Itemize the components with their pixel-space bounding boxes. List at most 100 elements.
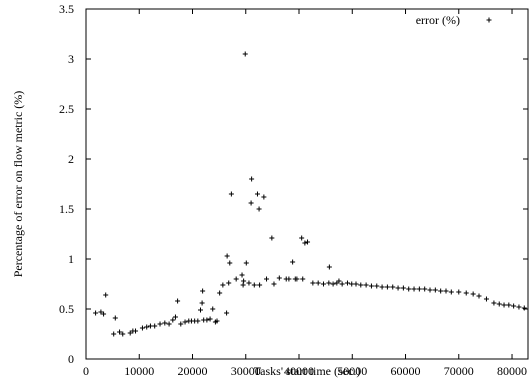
x-tick-label: 50000	[337, 364, 367, 378]
y-tick-label: 3.5	[59, 2, 74, 16]
x-tick-label: 10000	[124, 364, 154, 378]
data-point	[326, 280, 332, 286]
data-point	[98, 309, 104, 315]
data-point	[111, 331, 117, 337]
data-point	[233, 276, 239, 282]
data-point	[254, 191, 260, 197]
x-tick-label: 30000	[231, 364, 261, 378]
data-point	[242, 51, 248, 57]
data-point	[349, 281, 355, 287]
data-point	[224, 310, 230, 316]
data-point	[210, 306, 216, 312]
data-point	[249, 176, 255, 182]
data-point	[166, 321, 172, 327]
data-point	[214, 318, 220, 324]
data-point	[261, 194, 267, 200]
data-point	[117, 329, 123, 335]
data-point	[344, 280, 350, 286]
data-point	[416, 286, 422, 292]
data-point	[93, 310, 99, 316]
y-tick-label: 0.5	[59, 302, 74, 316]
data-point	[276, 275, 282, 281]
data-point	[133, 328, 139, 334]
data-point	[226, 280, 232, 286]
data-point	[363, 282, 369, 288]
data-point	[239, 272, 245, 278]
x-axis-title: Tasks' start time (sec.)	[254, 364, 361, 378]
data-point	[199, 300, 205, 306]
data-point	[353, 281, 359, 287]
data-point	[470, 291, 476, 297]
data-point	[246, 280, 252, 286]
data-point	[227, 260, 233, 266]
data-point	[384, 284, 390, 290]
data-point	[240, 282, 246, 288]
data-point	[521, 305, 527, 311]
y-tick-label: 2.5	[59, 102, 74, 116]
data-point	[400, 285, 406, 291]
data-point	[144, 324, 150, 330]
data-point	[336, 278, 342, 284]
data-point	[379, 284, 385, 290]
data-point	[374, 283, 380, 289]
legend-marker-plus	[486, 17, 492, 23]
data-point	[491, 300, 497, 306]
data-point	[506, 302, 512, 308]
data-point	[182, 319, 188, 325]
data-point	[406, 286, 412, 292]
data-point	[443, 288, 449, 294]
data-point	[358, 282, 364, 288]
data-point	[516, 304, 522, 310]
data-points	[93, 51, 527, 337]
data-point	[157, 321, 163, 327]
data-point	[411, 286, 417, 292]
data-point	[256, 206, 262, 212]
data-point	[269, 235, 275, 241]
y-tick-label: 1.5	[59, 202, 74, 216]
data-point	[112, 315, 118, 321]
data-point	[390, 284, 396, 290]
data-point	[127, 330, 133, 336]
data-point	[139, 325, 145, 331]
data-point	[330, 281, 336, 287]
legend-marker	[486, 17, 492, 23]
data-point	[220, 282, 226, 288]
data-point	[294, 276, 300, 282]
data-point	[395, 285, 401, 291]
data-point	[147, 323, 153, 329]
data-point	[476, 293, 482, 299]
data-point	[326, 264, 332, 270]
data-point	[339, 281, 345, 287]
data-point	[200, 288, 206, 294]
y-tick-label: 0	[68, 352, 74, 366]
data-point	[321, 281, 327, 287]
y-tick-label: 1	[68, 252, 74, 266]
data-point	[251, 282, 257, 288]
data-point	[152, 323, 158, 329]
data-point	[456, 289, 462, 295]
data-point	[195, 318, 201, 324]
data-point	[178, 321, 184, 327]
data-point	[448, 289, 454, 295]
data-point	[496, 301, 502, 307]
data-point	[172, 314, 178, 320]
data-point	[438, 288, 444, 294]
legend-label: error (%)	[416, 13, 460, 27]
data-point	[241, 278, 247, 284]
data-point	[264, 276, 270, 282]
data-point	[217, 290, 223, 296]
legend: error (%)	[416, 13, 492, 27]
y-tick-label: 3	[68, 52, 74, 66]
data-point	[197, 307, 203, 313]
data-point	[501, 302, 507, 308]
data-point	[368, 283, 374, 289]
data-point	[204, 317, 210, 323]
data-point	[483, 296, 489, 302]
data-point	[207, 316, 213, 322]
data-point	[162, 320, 168, 326]
data-point	[315, 280, 321, 286]
data-point	[248, 200, 254, 206]
data-point	[302, 240, 308, 246]
y-tick-label: 2	[68, 152, 74, 166]
